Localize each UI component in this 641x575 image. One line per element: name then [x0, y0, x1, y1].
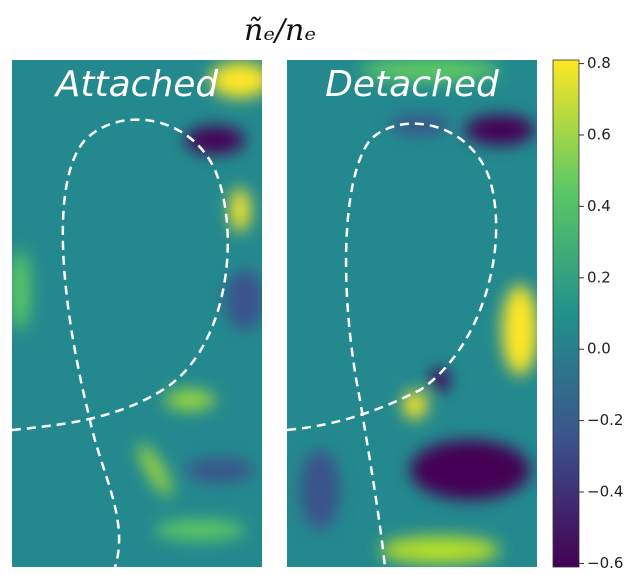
panel-label: Attached — [54, 64, 220, 105]
colorbar-tick-label: 0.8 — [587, 54, 611, 72]
chart-title: ñₑ/nₑ — [244, 13, 316, 48]
colorbar-tick-label: 0.4 — [587, 197, 611, 215]
colorbar-tick-label: −0.4 — [587, 483, 623, 501]
figure: ñₑ/nₑ Attached — [0, 0, 641, 575]
panel-label: Detached — [325, 64, 500, 105]
colorbar-tick-label: 0.0 — [587, 340, 611, 358]
colorbar-tick-label: −0.2 — [587, 411, 623, 429]
colorbar — [553, 60, 579, 567]
colorbar-tick-label: −0.6 — [587, 554, 623, 572]
colorbar-tick-label: 0.6 — [587, 125, 611, 143]
colorbar-tick-label: 0.2 — [587, 268, 611, 286]
heatmap-panel — [10, 60, 270, 567]
heatmap-panel — [287, 58, 538, 567]
